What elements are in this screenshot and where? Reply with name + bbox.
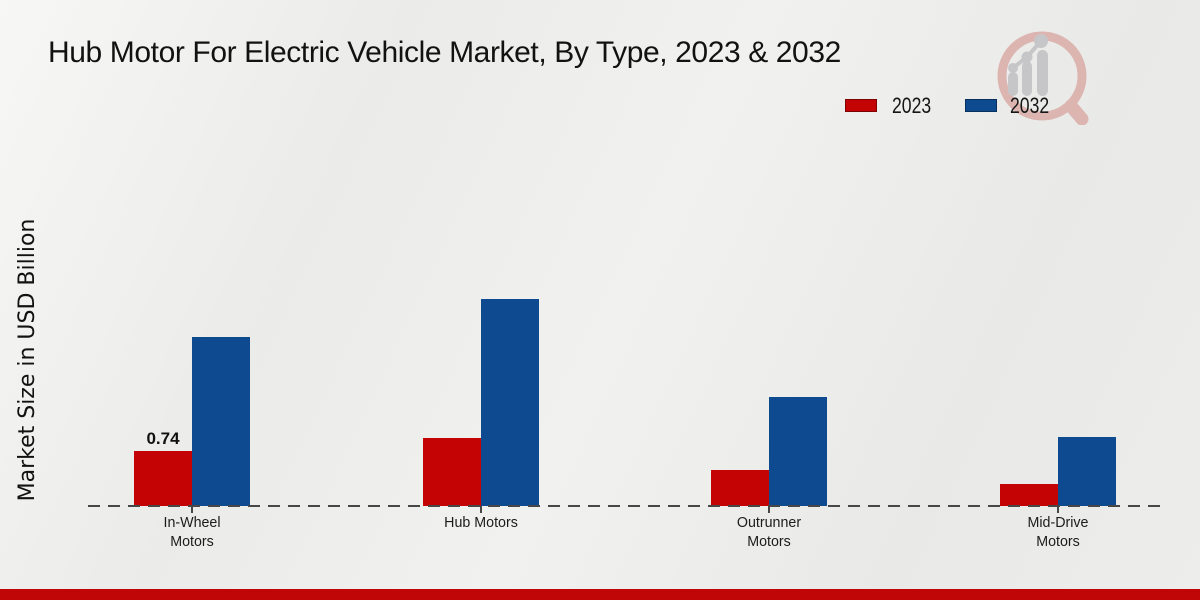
bar-2032-in-wheel-motors [192, 337, 250, 506]
category-label-in-wheel-motors: In-Wheel Motors [163, 514, 221, 550]
legend-swatch-2032 [965, 99, 997, 112]
legend-label-2032: 2032 [1010, 93, 1050, 118]
bottom-accent-strip [0, 589, 1200, 600]
category-label-hub-motors: Hub Motors [444, 514, 518, 531]
bar-2023-outrunner-motors [711, 470, 769, 506]
x-axis-tick [1057, 506, 1059, 513]
chart-title: Hub Motor For Electric Vehicle Market, B… [48, 36, 841, 69]
x-axis-tick [191, 506, 193, 513]
y-axis-label: Market Size in USD Billion [15, 218, 40, 502]
bar-2032-hub-motors [481, 299, 539, 506]
bar-2032-outrunner-motors [769, 397, 827, 506]
bar-2032-mid-drive-motors [1058, 437, 1116, 506]
bar-2023-mid-drive-motors [1000, 484, 1058, 506]
x-axis-baseline [88, 505, 1163, 507]
bar-2023-hub-motors [423, 438, 481, 506]
legend-label-2023: 2023 [892, 93, 932, 118]
category-label-outrunner-motors: Outrunner Motors [736, 514, 802, 550]
magnifier-chart-logo-icon [997, 31, 1089, 125]
x-axis-tick [480, 506, 482, 513]
legend-swatch-2023 [845, 99, 877, 112]
bar-value-label: 0.74 [146, 429, 180, 448]
x-axis-tick [768, 506, 770, 513]
bar-2023-in-wheel-motors [134, 451, 192, 506]
category-label-mid-drive-motors: Mid-Drive Motors [1027, 514, 1089, 550]
